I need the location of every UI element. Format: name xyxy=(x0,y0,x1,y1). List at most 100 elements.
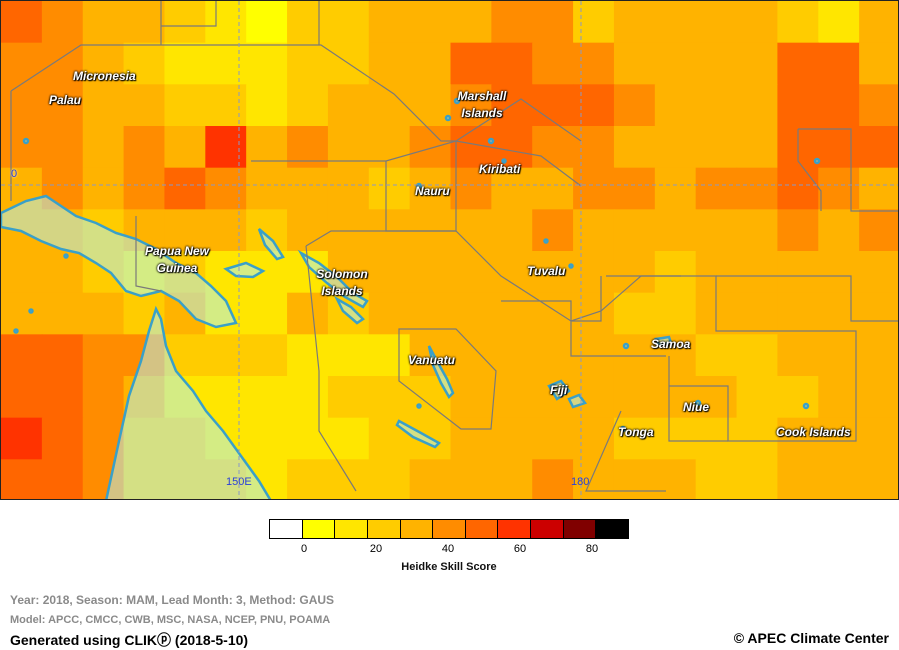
grid-cell xyxy=(246,1,288,44)
grid-cell xyxy=(205,334,247,377)
grid-cell xyxy=(246,334,288,377)
grid-cell xyxy=(450,334,492,377)
grid-cell xyxy=(532,209,574,252)
grid-cell xyxy=(777,167,819,210)
grid-cell xyxy=(82,376,125,419)
grid-cell xyxy=(41,1,84,44)
new-guinea-coast xyxy=(1,194,238,329)
grid-cell xyxy=(532,42,574,85)
grid-cell xyxy=(1,334,43,377)
grid-cell xyxy=(818,251,860,294)
grid-cell xyxy=(123,126,166,169)
grid-cell xyxy=(287,126,329,169)
grid-cell xyxy=(287,84,329,127)
grid-cell xyxy=(859,209,898,252)
grid-cell xyxy=(818,1,860,44)
grid-cell xyxy=(859,42,898,85)
grid-cell xyxy=(613,42,656,85)
legend-tick-80: 80 xyxy=(585,543,599,555)
grid-cell xyxy=(613,1,656,44)
grid-cell xyxy=(205,209,247,252)
grid-cell xyxy=(695,42,738,85)
grid-cell xyxy=(1,126,43,169)
grid-cell xyxy=(1,251,43,294)
grid-cell xyxy=(409,1,452,44)
grid-cell xyxy=(613,251,656,294)
grid-cell xyxy=(409,84,452,127)
grid-cell xyxy=(450,167,492,210)
grid-cell xyxy=(654,167,697,210)
grid-cell xyxy=(491,292,533,335)
grid-cell xyxy=(368,376,411,419)
grid-cell xyxy=(327,376,370,419)
grid-cell xyxy=(409,42,452,85)
grid-cell xyxy=(409,292,452,335)
solomon-islands-coast xyxy=(297,249,369,309)
new-ireland-coast xyxy=(257,228,285,261)
grid-cell xyxy=(613,417,656,460)
grid-cell xyxy=(287,459,329,499)
grid-cell xyxy=(573,251,615,294)
grid-cell xyxy=(654,42,697,85)
grid-cell xyxy=(532,292,574,335)
grid-cell xyxy=(736,417,779,460)
legend-swatch-4 xyxy=(400,520,434,538)
grid-cell xyxy=(287,292,329,335)
grid-cell xyxy=(573,209,615,252)
grid-cell xyxy=(532,126,574,169)
grid-cell xyxy=(246,417,288,460)
grid-cell xyxy=(409,251,452,294)
grid-cell xyxy=(654,84,697,127)
grid-cell xyxy=(695,376,738,419)
grid-cell xyxy=(736,334,779,377)
legend-swatch-0 xyxy=(270,520,303,538)
grid-cell xyxy=(41,334,84,377)
eez-boundaries xyxy=(10,1,898,492)
meta-line-2: Model: APCC, CMCC, CWB, MSC, NASA, NCEP,… xyxy=(10,614,331,626)
grid-cell xyxy=(1,459,43,499)
legend-swatch-2 xyxy=(335,520,368,538)
grid-cell xyxy=(368,126,411,169)
grid-cell xyxy=(368,292,411,335)
grid-cell xyxy=(859,292,898,335)
grid-cell xyxy=(1,417,43,460)
grid-cell xyxy=(573,167,615,210)
grid-cell xyxy=(859,1,898,44)
grid-cell xyxy=(164,209,206,252)
grid-cell xyxy=(491,459,533,499)
fiji-coast xyxy=(547,379,571,401)
grid-cell xyxy=(123,42,166,85)
grid-cell xyxy=(41,417,84,460)
grid-cell xyxy=(246,167,288,210)
grid-cell xyxy=(327,84,370,127)
label-niue: Niue xyxy=(683,400,710,414)
grid-cell xyxy=(736,376,779,419)
grid-cell xyxy=(777,209,819,252)
grid-cell xyxy=(532,167,574,210)
meridian-180-label: 180 xyxy=(571,476,590,488)
grid-cell xyxy=(695,167,738,210)
grid-cell xyxy=(164,126,206,169)
grid-cell xyxy=(736,251,779,294)
grid-cell xyxy=(123,84,166,127)
grid-cell xyxy=(736,459,779,499)
new-britain-coast xyxy=(223,261,266,279)
grid-cell xyxy=(450,126,492,169)
legend-swatch-9 xyxy=(563,520,597,538)
grid-cell xyxy=(573,1,615,44)
label-samoa: Samoa xyxy=(651,337,691,351)
grid-cell xyxy=(573,459,615,499)
grid-cell xyxy=(41,459,84,499)
grid-cell xyxy=(41,251,84,294)
grid-cell xyxy=(123,1,166,44)
grid-cell xyxy=(205,1,247,44)
grid-cell xyxy=(777,292,819,335)
grid-cell xyxy=(205,167,247,210)
grid-cell xyxy=(613,292,656,335)
grid-cell xyxy=(818,334,860,377)
skill-score-map: Micronesia Palau Marshall Islands Kiriba… xyxy=(0,0,899,500)
grid-cell xyxy=(491,167,533,210)
legend-title: Heidke Skill Score xyxy=(401,561,497,573)
grid-cell xyxy=(164,84,206,127)
grid-cell xyxy=(287,334,329,377)
